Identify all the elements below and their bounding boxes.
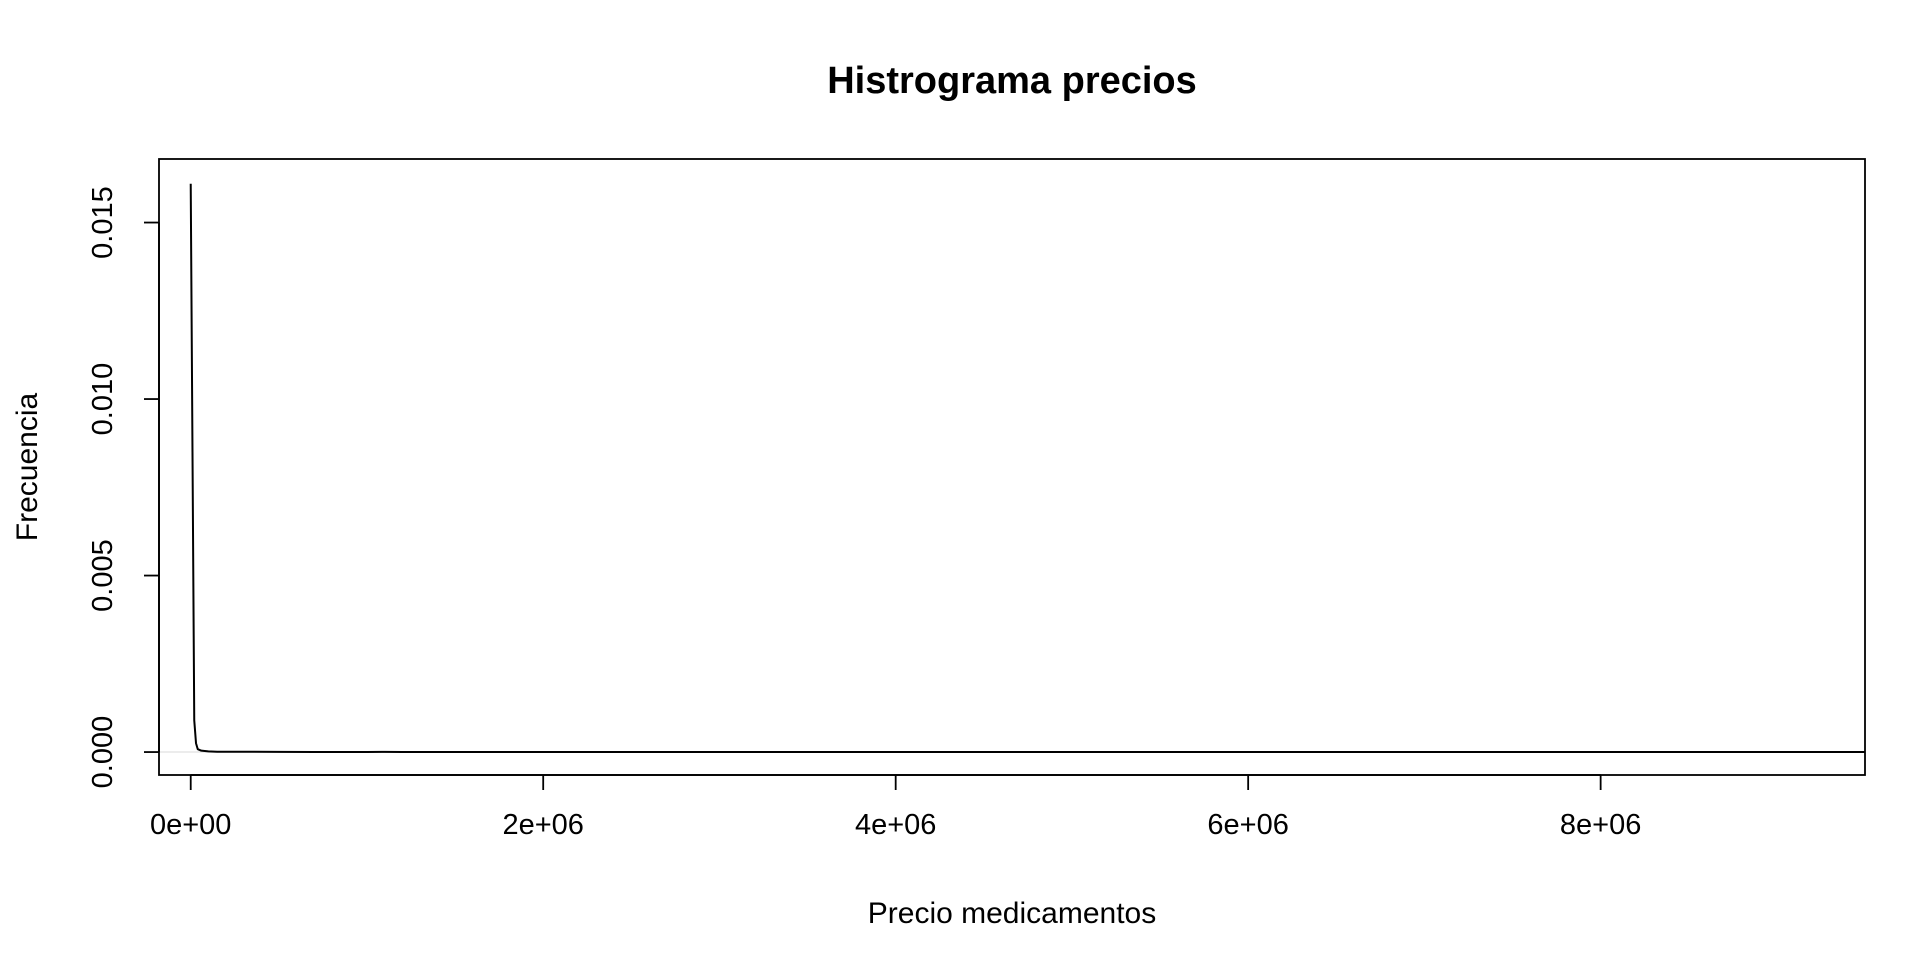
y-axis-label: Frecuencia [11, 392, 44, 541]
x-axis-label: Precio medicamentos [868, 897, 1156, 930]
y-tick-label: 0.000 [87, 716, 119, 789]
chart-title: Histrograma precios [827, 60, 1197, 102]
x-axis: 0e+00 2e+06 4e+06 6e+06 8e+06 [150, 774, 1641, 841]
x-tick-label: 6e+06 [1207, 809, 1288, 841]
x-tick-label: 0e+00 [150, 809, 231, 841]
y-tick-label: 0.015 [87, 186, 119, 259]
plot-frame [158, 158, 1866, 776]
x-tick-label: 2e+06 [502, 809, 583, 841]
y-tick-label: 0.010 [87, 363, 119, 436]
x-tick-label: 4e+06 [855, 809, 936, 841]
density-line [189, 183, 1865, 754]
y-tick-label: 0.005 [87, 539, 119, 612]
series-layer [189, 183, 1865, 754]
y-axis: 0.000 0.005 0.010 0.015 [87, 186, 160, 789]
x-tick-label: 8e+06 [1560, 809, 1641, 841]
